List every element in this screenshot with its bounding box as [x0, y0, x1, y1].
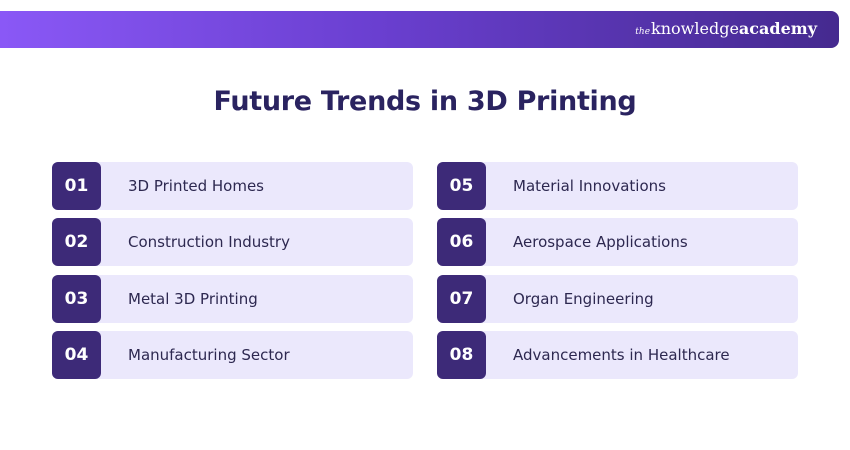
- trend-item-background: [52, 218, 413, 266]
- brand-logo: theknowledgeacademy: [635, 19, 817, 42]
- trend-item-01: 01 3D Printed Homes: [52, 162, 413, 210]
- trend-item-background: [437, 331, 798, 379]
- trend-number-badge: 02: [52, 218, 101, 266]
- trend-item-background: [437, 275, 798, 323]
- trend-item-05: 05 Material Innovations: [437, 162, 798, 210]
- trend-number-badge: 01: [52, 162, 101, 210]
- trend-item-background: [437, 162, 798, 210]
- trend-item-04: 04 Manufacturing Sector: [52, 331, 413, 379]
- trend-label: Aerospace Applications: [513, 233, 688, 251]
- trend-number-badge: 06: [437, 218, 486, 266]
- trend-number-badge: 07: [437, 275, 486, 323]
- page-title: Future Trends in 3D Printing: [213, 86, 637, 117]
- trend-item-02: 02 Construction Industry: [52, 218, 413, 266]
- trend-item-07: 07 Organ Engineering: [437, 275, 798, 323]
- trend-number-badge: 04: [52, 331, 101, 379]
- trend-item-03: 03 Metal 3D Printing: [52, 275, 413, 323]
- trend-label: Manufacturing Sector: [128, 346, 290, 364]
- brand-bold: academy: [738, 19, 817, 38]
- trend-label: Organ Engineering: [513, 290, 654, 308]
- trend-label: 3D Printed Homes: [128, 177, 264, 195]
- trend-label: Construction Industry: [128, 233, 290, 251]
- trend-number-badge: 05: [437, 162, 486, 210]
- trend-label: Metal 3D Printing: [128, 290, 258, 308]
- trend-item-06: 06 Aerospace Applications: [437, 218, 798, 266]
- brand-main: knowledge: [651, 19, 739, 38]
- trend-label: Material Innovations: [513, 177, 666, 195]
- header-bar: theknowledgeacademy: [0, 11, 839, 48]
- trend-number-badge: 03: [52, 275, 101, 323]
- brand-prefix: the: [635, 27, 651, 37]
- trend-item-08: 08 Advancements in Healthcare: [437, 331, 798, 379]
- trend-item-background: [52, 162, 413, 210]
- trend-item-background: [52, 331, 413, 379]
- trend-number-badge: 08: [437, 331, 486, 379]
- trend-item-background: [52, 275, 413, 323]
- trend-item-background: [437, 218, 798, 266]
- trend-label: Advancements in Healthcare: [513, 346, 730, 364]
